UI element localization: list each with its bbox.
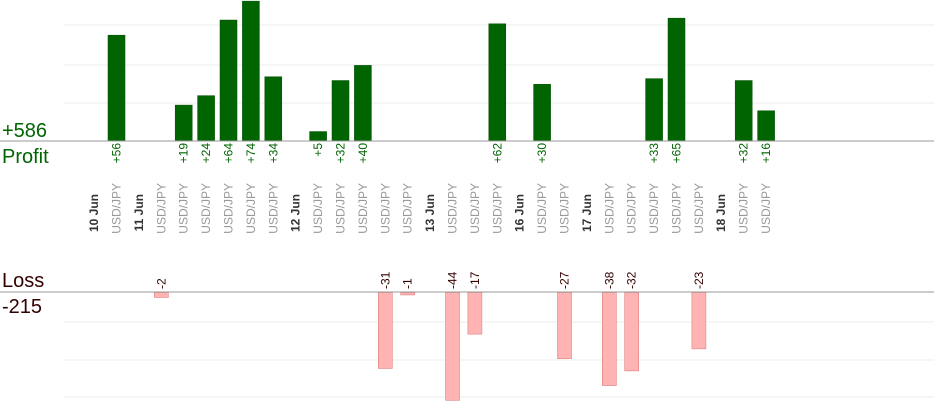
loss-bar bbox=[557, 292, 572, 359]
loss-bar bbox=[691, 292, 707, 350]
loss-value-label: -17 bbox=[468, 271, 482, 289]
date-label: 17 Jun bbox=[580, 194, 594, 232]
profit-bar bbox=[757, 110, 775, 142]
profit-bar bbox=[309, 131, 327, 142]
instrument-label: USD/JPY bbox=[356, 183, 370, 234]
profit-value-label: +5 bbox=[311, 143, 325, 157]
instrument-label: USD/JPY bbox=[625, 183, 639, 234]
instrument-label: USD/JPY bbox=[401, 183, 415, 234]
profit-value-label: +64 bbox=[222, 143, 236, 164]
loss-bar bbox=[467, 292, 483, 335]
instrument-label: USD/JPY bbox=[759, 183, 773, 234]
profit-label: Profit bbox=[2, 146, 49, 168]
instrument-label: USD/JPY bbox=[334, 183, 348, 234]
profit-value-label: +34 bbox=[266, 143, 280, 164]
date-label: 13 Jun bbox=[423, 194, 437, 232]
instrument-label: USD/JPY bbox=[602, 183, 616, 234]
instrument-label: USD/JPY bbox=[154, 183, 168, 234]
date-label: 10 Jun bbox=[87, 194, 101, 232]
instrument-label: USD/JPY bbox=[647, 183, 661, 234]
profit-bar bbox=[488, 23, 507, 142]
bars bbox=[107, 0, 775, 401]
profit-bar bbox=[242, 0, 260, 142]
instrument-label: USD/JPY bbox=[692, 183, 706, 234]
instrument-label: USD/JPY bbox=[222, 183, 236, 234]
instrument-label: USD/JPY bbox=[311, 183, 325, 234]
profit-bar bbox=[219, 19, 238, 142]
profit-value-label: +32 bbox=[737, 143, 751, 164]
profit-value-label: +74 bbox=[244, 143, 258, 164]
instrument-label: USD/JPY bbox=[244, 183, 258, 234]
instrument-label: USD/JPY bbox=[535, 183, 549, 234]
loss-bar bbox=[377, 292, 393, 369]
instrument-label: USD/JPY bbox=[177, 183, 191, 234]
instrument-label: USD/JPY bbox=[199, 183, 213, 234]
profit-total-label: +586 bbox=[2, 120, 47, 142]
instrument-label: USD/JPY bbox=[558, 183, 572, 234]
profit-value-label: +65 bbox=[670, 143, 684, 164]
date-label: 18 Jun bbox=[714, 194, 728, 232]
loss-value-label: -38 bbox=[602, 271, 616, 289]
profit-value-label: +30 bbox=[535, 143, 549, 164]
date-label: 16 Jun bbox=[513, 194, 527, 232]
loss-label: Loss bbox=[2, 270, 44, 292]
instrument-label: USD/JPY bbox=[670, 183, 684, 234]
loss-value-label: -32 bbox=[625, 271, 639, 289]
date-label: 11 Jun bbox=[132, 194, 146, 231]
profit-bar bbox=[533, 84, 551, 142]
profit-bar bbox=[734, 80, 753, 142]
loss-bar bbox=[624, 292, 640, 372]
profit-bar bbox=[645, 78, 663, 142]
profit-bar bbox=[331, 80, 350, 142]
profit-bar bbox=[107, 34, 126, 142]
instrument-label: USD/JPY bbox=[737, 183, 751, 234]
loss-total-label: -215 bbox=[2, 296, 42, 318]
profit-value-label: +19 bbox=[177, 143, 191, 164]
loss-bar bbox=[445, 292, 460, 401]
instrument-label: USD/JPY bbox=[490, 183, 504, 234]
instrument-label: USD/JPY bbox=[378, 183, 392, 234]
profit-value-label: +62 bbox=[490, 143, 504, 164]
profit-bar bbox=[354, 65, 372, 142]
profit-value-label: +32 bbox=[334, 143, 348, 164]
instrument-label: USD/JPY bbox=[266, 183, 280, 234]
profit-bar bbox=[264, 76, 283, 142]
loss-value-label: -31 bbox=[378, 271, 392, 289]
loss-bar bbox=[400, 292, 416, 296]
instrument-label: USD/JPY bbox=[110, 183, 124, 234]
labels: 10 Jun USD/JPY +56 11 Jun USD/JPY -2 USD/JPY +1… bbox=[87, 143, 773, 289]
profit-bar bbox=[197, 95, 215, 142]
profit-bar bbox=[667, 17, 686, 142]
profit-value-label: +16 bbox=[759, 143, 773, 164]
loss-value-label: -2 bbox=[154, 278, 168, 289]
loss-value-label: -44 bbox=[446, 271, 460, 289]
loss-bar bbox=[154, 292, 169, 298]
profit-bar bbox=[174, 104, 193, 142]
loss-value-label: -1 bbox=[401, 278, 415, 289]
profit-value-label: +56 bbox=[110, 143, 124, 164]
loss-bar bbox=[601, 292, 617, 386]
loss-value-label: -27 bbox=[558, 271, 572, 289]
date-label: 12 Jun bbox=[289, 194, 303, 232]
profit-value-label: +40 bbox=[356, 143, 370, 164]
loss-value-label: -23 bbox=[692, 271, 706, 289]
instrument-label: USD/JPY bbox=[446, 183, 460, 234]
instrument-label: USD/JPY bbox=[468, 183, 482, 234]
profit-value-label: +24 bbox=[199, 143, 213, 164]
profit-value-label: +33 bbox=[647, 143, 661, 164]
